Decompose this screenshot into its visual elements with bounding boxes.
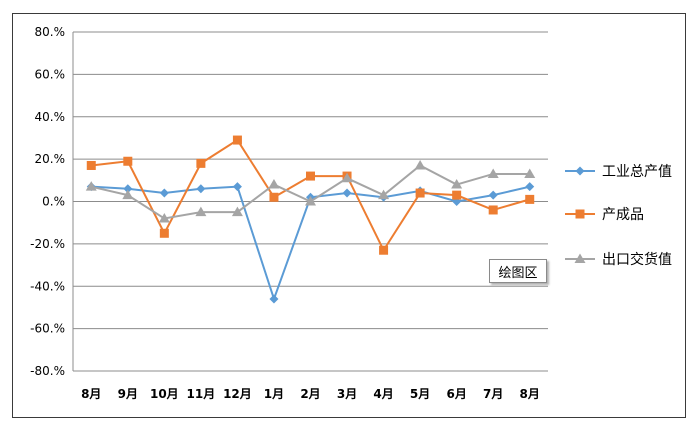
- y-tick-label: -80.%: [30, 364, 65, 378]
- legend-marker: [574, 253, 586, 263]
- plot-area-tooltip: 绘图区: [489, 259, 547, 283]
- data-point: [525, 194, 535, 204]
- legend-item: 工业总产值: [565, 164, 672, 180]
- data-point: [159, 228, 169, 238]
- legend-marker: [575, 209, 585, 219]
- data-point: [379, 245, 389, 255]
- data-point: [159, 188, 169, 198]
- data-point: [306, 171, 315, 181]
- y-tick-label: -60.%: [30, 322, 65, 336]
- y-axis-ticks: 80.% 60.% 40.% 20.% 0.% -20.% -40.% -60.% -80.%: [30, 25, 65, 378]
- data-point: [232, 135, 242, 145]
- data-point: [378, 189, 390, 200]
- x-tick-label: 6月: [446, 387, 466, 401]
- data-point: [341, 172, 353, 183]
- data-point: [305, 196, 316, 206]
- series-2: [86, 135, 535, 255]
- x-tick-label: 1月: [264, 387, 284, 401]
- x-tick-label: 4月: [373, 387, 393, 401]
- legend-marker: [575, 166, 585, 176]
- data-point: [525, 182, 535, 192]
- legend-label: 工业总产值: [602, 164, 672, 180]
- x-tick-label: 9月: [118, 387, 138, 401]
- legend-label: 产成品: [602, 207, 644, 223]
- data-point: [269, 192, 279, 202]
- data-point: [524, 168, 536, 178]
- x-tick-label: 11月: [187, 387, 216, 401]
- data-point: [452, 190, 462, 200]
- data-point: [231, 206, 243, 217]
- x-axis-ticks: 8月 9月 10月 11月 12月 1月 2月 3月 4月 5月 6月 7月 8月: [81, 387, 540, 401]
- data-point: [158, 212, 170, 223]
- legend-item: 出口交货值: [565, 251, 672, 268]
- data-point: [488, 205, 498, 215]
- data-point: [342, 188, 352, 198]
- series-lines: [85, 135, 536, 304]
- data-point: [269, 294, 279, 304]
- data-point: [487, 168, 499, 178]
- data-point: [123, 184, 133, 194]
- series-3: [85, 159, 536, 223]
- x-tick-label: 10月: [150, 387, 179, 401]
- data-point: [86, 160, 96, 170]
- y-tick-label: -40.%: [30, 279, 65, 293]
- y-tick-label: -20.%: [30, 237, 65, 251]
- data-point: [122, 189, 134, 200]
- x-tick-label: 8月: [81, 387, 101, 401]
- x-tick-label: 5月: [410, 387, 430, 401]
- data-point: [196, 158, 206, 168]
- data-point: [195, 206, 207, 217]
- data-point: [415, 188, 425, 198]
- x-tick-label: 7月: [483, 387, 503, 401]
- x-tick-label: 12月: [223, 387, 252, 401]
- y-tick-label: 80.%: [35, 25, 66, 39]
- gridlines: [72, 31, 548, 372]
- legend-label: 出口交货值: [602, 251, 672, 268]
- y-tick-label: 40.%: [35, 110, 66, 124]
- data-point: [414, 159, 426, 170]
- x-tick-label: 8月: [520, 387, 540, 401]
- data-point: [85, 181, 97, 191]
- data-point: [268, 179, 280, 189]
- y-tick-label: 60.%: [35, 67, 66, 81]
- data-point: [451, 179, 463, 189]
- data-point: [488, 190, 498, 200]
- chart-area: [12, 13, 686, 418]
- data-point: [196, 184, 206, 194]
- x-tick-label: 2月: [300, 387, 320, 401]
- data-point: [232, 182, 242, 192]
- y-tick-label: 20.%: [35, 152, 66, 166]
- y-tick-label: 0.%: [42, 195, 65, 209]
- data-point: [123, 156, 133, 166]
- legend-item: 产成品: [565, 207, 644, 223]
- x-tick-label: 3月: [337, 387, 357, 401]
